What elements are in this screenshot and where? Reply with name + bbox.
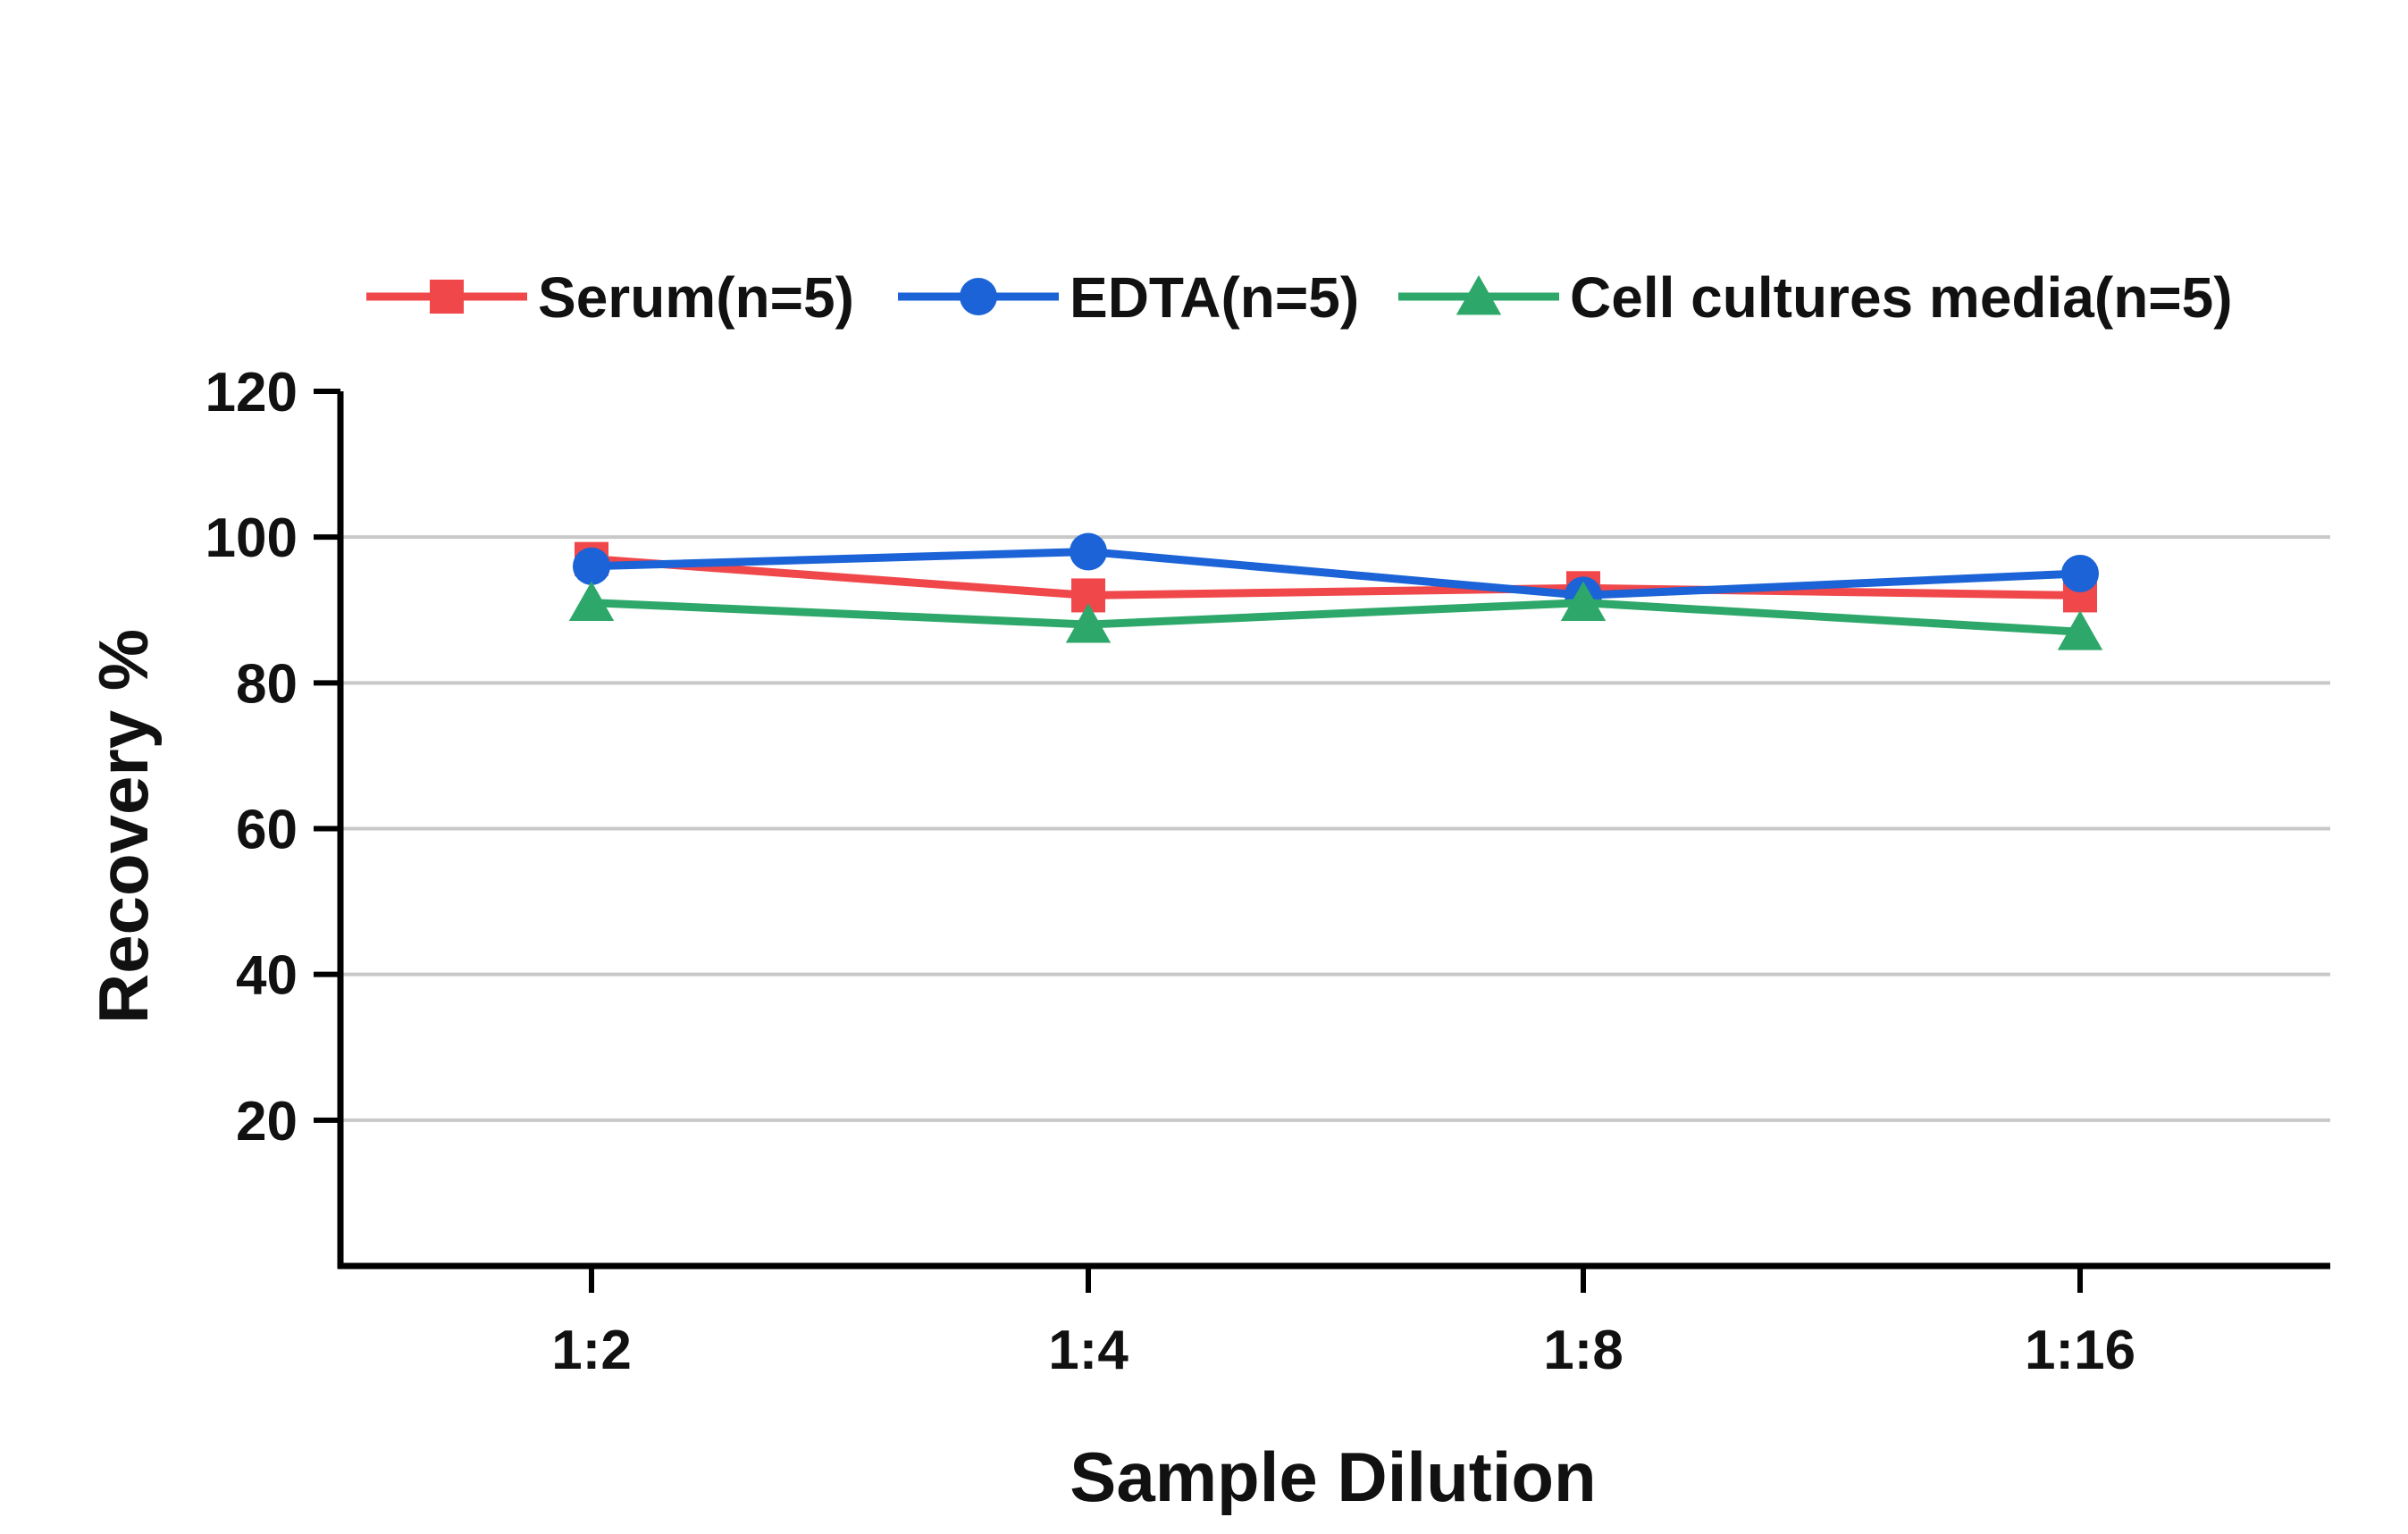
- data-point-2-3: [2057, 610, 2103, 650]
- x-tick-label-0: 1:2: [551, 1320, 632, 1381]
- data-point-1-1: [1070, 532, 1107, 571]
- legend-swatch-marker-0: [430, 280, 464, 314]
- y-axis-title: Recovery %: [84, 629, 163, 1024]
- data-point-1-0: [573, 547, 610, 585]
- series-line-1: [591, 547, 2081, 599]
- legend: Serum(n=5) EDTA(n=5) Cell cultures media(n…: [366, 265, 2233, 330]
- legend-item-1: EDTA(n=5): [898, 265, 1359, 330]
- series-2: [568, 581, 2103, 650]
- legend-swatch-marker-1: [960, 278, 997, 315]
- series-line-0: [591, 555, 2081, 599]
- x-tick-label-3: 1:16: [2025, 1320, 2135, 1381]
- axes: [314, 389, 2330, 1293]
- y-tick-label-100: 100: [206, 507, 298, 569]
- y-tick-label-20: 20: [236, 1091, 298, 1153]
- legend-label-0: Serum(n=5): [538, 265, 854, 330]
- tick-labels: 20 40 60 80 100 120 1:2 1:4 1:8 1:16: [206, 362, 2136, 1381]
- data-point-2-2: [1560, 581, 1607, 621]
- y-tick-label-80: 80: [236, 653, 298, 715]
- legend-swatch-marker-2: [1456, 275, 1502, 315]
- legend-label-1: EDTA(n=5): [1070, 265, 1359, 330]
- legend-label-2: Cell cultures media(n=5): [1570, 265, 2233, 330]
- data-point-2-1: [1065, 603, 1112, 643]
- x-axis-title: Sample Dilution: [1070, 1438, 1596, 1516]
- x-tick-label-2: 1:8: [1543, 1320, 1624, 1381]
- y-tick-label-120: 120: [206, 362, 298, 423]
- gridlines: [340, 535, 2330, 1122]
- data-point-1-3: [2061, 554, 2099, 592]
- y-tick-label-40: 40: [236, 945, 298, 1007]
- y-tick-label-60: 60: [236, 800, 298, 861]
- series-1: [573, 532, 2099, 615]
- data-point-2-0: [568, 581, 615, 621]
- series-layer: [568, 532, 2103, 650]
- legend-item-2: Cell cultures media(n=5): [1398, 265, 2233, 330]
- series-line-2: [591, 599, 2081, 636]
- x-tick-label-1: 1:4: [1048, 1320, 1128, 1381]
- legend-item-0: Serum(n=5): [366, 265, 854, 330]
